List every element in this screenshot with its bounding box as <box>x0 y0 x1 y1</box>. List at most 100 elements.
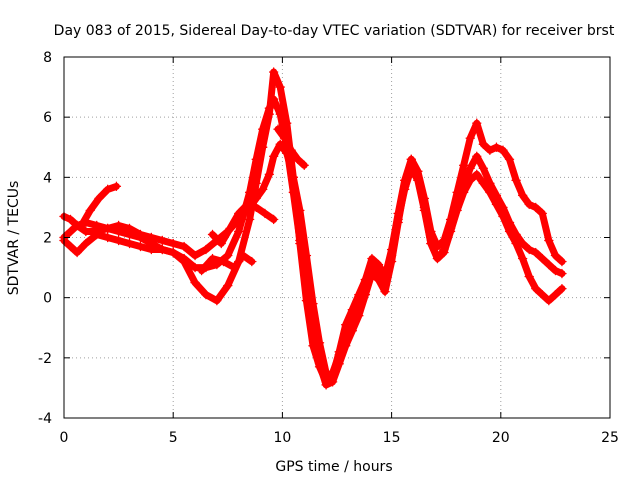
data-point <box>201 244 211 255</box>
data-point <box>124 229 135 240</box>
data-point <box>557 283 567 294</box>
data-point <box>491 142 502 152</box>
data-point <box>113 226 124 237</box>
data-point <box>360 274 371 285</box>
y-tick-label: 8 <box>43 50 52 66</box>
x-axis-label: GPS time / hours <box>275 459 392 475</box>
data-point <box>465 133 475 143</box>
data-point <box>268 214 279 225</box>
data-point <box>234 208 244 219</box>
x-tick-label: 15 <box>383 430 401 446</box>
data-point <box>102 232 113 243</box>
data-point <box>472 169 482 180</box>
data-point <box>550 250 561 261</box>
data-point <box>258 184 268 195</box>
data-point <box>242 199 253 210</box>
data-point <box>135 241 146 252</box>
data-point <box>452 187 462 198</box>
y-tick-label: 0 <box>43 291 52 307</box>
data-point <box>81 226 91 237</box>
data-point <box>491 190 502 201</box>
data-point <box>327 368 338 378</box>
data-point <box>196 265 207 276</box>
data-point <box>511 229 521 240</box>
data-point <box>485 178 495 189</box>
data-point <box>65 214 76 225</box>
data-point <box>264 169 274 180</box>
data-point <box>168 247 178 258</box>
data-point <box>472 151 482 161</box>
data-point <box>223 280 233 291</box>
data-point <box>406 154 416 164</box>
data-point <box>157 235 167 246</box>
data-point <box>223 250 233 261</box>
data-point <box>244 214 255 225</box>
data-point <box>292 154 303 164</box>
data-point <box>537 208 547 219</box>
data-point <box>485 145 495 155</box>
data-point <box>400 175 410 186</box>
data-point <box>439 235 449 246</box>
data-point <box>288 172 299 183</box>
data-point <box>279 133 290 143</box>
data-point <box>201 289 211 300</box>
data-point <box>273 124 283 134</box>
data-point <box>94 193 104 204</box>
axis-ticks <box>63 56 611 419</box>
data-point <box>550 265 561 276</box>
data-point <box>76 220 87 231</box>
data-point <box>544 259 554 270</box>
data-point <box>334 350 344 360</box>
y-tick-label: 2 <box>43 231 52 247</box>
series-line-track-c <box>60 68 566 386</box>
data-point <box>65 226 76 237</box>
series-track-g <box>196 250 257 276</box>
data-point <box>373 274 384 285</box>
data-point <box>299 160 309 170</box>
data-point <box>251 178 261 189</box>
data-point <box>321 377 331 387</box>
data-point <box>301 295 312 306</box>
data-point <box>146 244 157 255</box>
data-point <box>234 226 244 237</box>
series-markers-track-d <box>76 181 122 231</box>
y-axis-label: SDTVAR / TECUs <box>6 181 22 296</box>
data-point <box>314 362 325 372</box>
data-point <box>373 259 384 270</box>
x-tick-label: 10 <box>273 430 291 446</box>
data-point <box>65 241 76 252</box>
data-point <box>92 229 102 240</box>
y-tick-label: 4 <box>43 170 52 186</box>
data-point <box>386 244 397 255</box>
data-point <box>341 329 351 339</box>
data-point <box>216 238 226 249</box>
series-markers-track-e <box>207 199 279 249</box>
data-point <box>544 235 554 246</box>
data-point <box>458 160 469 170</box>
data-point <box>432 253 443 264</box>
data-point <box>537 289 547 300</box>
data-point <box>550 289 561 300</box>
data-point <box>179 241 189 252</box>
data-point <box>229 262 240 273</box>
data-point <box>557 256 567 267</box>
data-point <box>445 214 456 225</box>
data-point <box>190 262 200 273</box>
series-track-f <box>273 124 309 170</box>
data-point <box>472 118 482 128</box>
data-point <box>275 82 285 92</box>
data-point <box>498 202 508 213</box>
data-point <box>393 208 403 219</box>
data-point <box>413 166 423 177</box>
data-point <box>419 193 430 204</box>
data-point <box>168 238 178 249</box>
x-tick-label: 20 <box>492 430 510 446</box>
data-point <box>247 256 257 267</box>
data-point <box>85 205 95 216</box>
data-point <box>124 238 135 249</box>
data-point <box>432 241 443 252</box>
data-point <box>207 229 218 240</box>
data-point <box>218 256 229 267</box>
series-line-track-g <box>198 252 256 275</box>
